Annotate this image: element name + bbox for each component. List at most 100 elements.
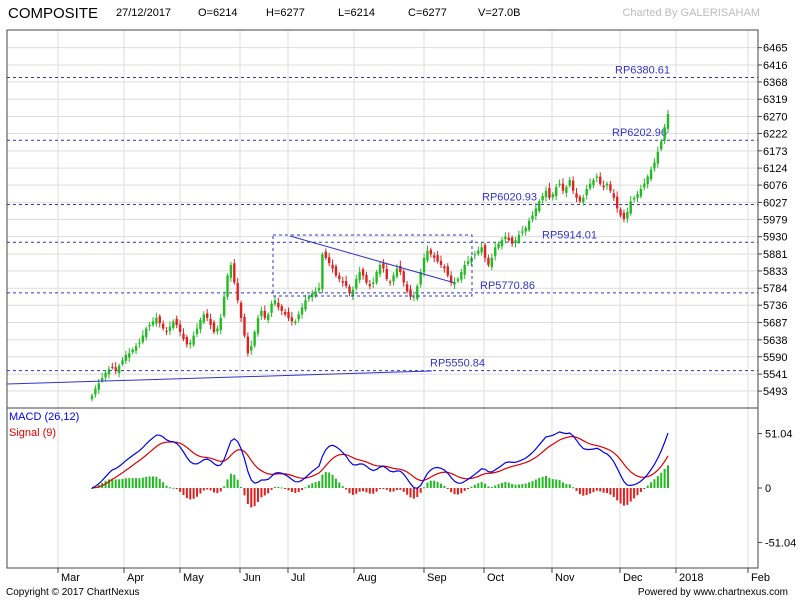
- macd-hist-bar: [450, 488, 453, 493]
- candle-body: [378, 264, 382, 275]
- macd-hist-bar: [382, 488, 385, 489]
- candle-body: [114, 367, 117, 371]
- macd-hist-bar: [284, 488, 287, 489]
- macd-hist-bar: [494, 485, 497, 488]
- x-tick-label: May: [183, 572, 204, 584]
- candle-body: [405, 284, 409, 292]
- macd-hist-bar: [199, 488, 202, 494]
- macd-hist-bar: [324, 472, 327, 488]
- candle-body: [155, 317, 158, 324]
- macd-hist-bar: [270, 488, 273, 490]
- macd-hist-bar: [226, 479, 229, 488]
- candle-body: [565, 187, 568, 193]
- macd-hist-bar: [636, 488, 639, 496]
- candle-body: [500, 240, 504, 247]
- candle-body: [141, 335, 145, 343]
- macd-hist-bar: [575, 488, 578, 491]
- y-tick-label: 5493: [763, 386, 787, 398]
- macd-hist-bar: [304, 487, 307, 489]
- candle-body: [287, 311, 290, 318]
- macd-hist-bar: [189, 488, 192, 500]
- macd-hist-bar: [253, 488, 256, 507]
- macd-hist-bar: [236, 479, 239, 488]
- macd-hist-bar: [368, 488, 371, 494]
- macd-hist-bar: [467, 488, 470, 489]
- x-tick-label: Nov: [555, 572, 575, 584]
- macd-hist-bar: [460, 488, 463, 494]
- macd-hist-bar: [307, 485, 310, 488]
- candle-body: [317, 287, 321, 291]
- candle-body: [656, 151, 660, 164]
- macd-hist-bar: [504, 481, 507, 488]
- candle-body: [466, 261, 470, 264]
- candle-body: [538, 201, 541, 212]
- macd-hist-bar: [229, 473, 232, 488]
- candle-body: [595, 176, 599, 179]
- macd-hist-bar: [175, 488, 178, 490]
- macd-hist-bar: [653, 479, 656, 488]
- macd-hist-bar: [185, 488, 188, 499]
- macd-hist-bar: [375, 488, 378, 492]
- x-tick-label: Oct: [487, 572, 504, 584]
- macd-hist-bar: [578, 488, 581, 495]
- macd-hist-bar: [463, 488, 466, 491]
- candle-body: [304, 300, 307, 310]
- candle-body: [514, 240, 517, 244]
- candle-body: [477, 250, 480, 254]
- candle-body: [426, 250, 429, 261]
- candle-body: [571, 180, 575, 191]
- macd-hist-bar: [477, 483, 480, 488]
- macd-hist-bar: [592, 488, 595, 493]
- candle-body: [639, 188, 643, 197]
- macd-hist-bar: [267, 488, 270, 494]
- candle-body: [324, 251, 327, 258]
- candle-body: [460, 271, 463, 280]
- y-tick-label: 5638: [763, 335, 787, 347]
- macd-hist-bar: [233, 474, 236, 488]
- candle-body: [355, 279, 358, 289]
- macd-hist-bar: [416, 488, 419, 497]
- macd-hist-bar: [358, 488, 361, 492]
- y-tick-label: 6270: [763, 112, 787, 124]
- macd-hist-bar: [423, 487, 426, 489]
- macd-hist-bar: [585, 488, 588, 496]
- candle-body: [649, 169, 653, 180]
- y-tick-label: 5881: [763, 249, 787, 261]
- candle-body: [111, 367, 114, 369]
- candle-body: [433, 255, 436, 258]
- macd-hist-bar: [446, 488, 449, 489]
- candle-body: [558, 183, 561, 186]
- candle-body: [100, 377, 104, 381]
- candle-body: [361, 269, 365, 276]
- macd-hist-bar: [212, 488, 215, 493]
- candle-body: [663, 127, 666, 141]
- y-tick-label: 5736: [763, 300, 787, 312]
- macd-hist-bar: [528, 482, 531, 488]
- macd-hist-bar: [484, 483, 487, 488]
- candle-body: [578, 196, 582, 202]
- macd-hist-bar: [406, 488, 409, 495]
- candle-body: [524, 227, 527, 232]
- macd-hist-bar: [517, 484, 520, 488]
- macd-hist-bar: [456, 488, 459, 495]
- candle-body: [243, 316, 246, 336]
- macd-hist-bar: [348, 488, 351, 494]
- macd-hist-bar: [480, 481, 483, 488]
- candle-body: [117, 365, 121, 374]
- y-tick-label: 5784: [763, 283, 787, 295]
- candle-body: [473, 254, 477, 256]
- x-tick-label: Apr: [127, 572, 144, 584]
- macd-legend: MACD (26,12): [9, 411, 79, 423]
- macd-hist-bar: [162, 482, 165, 488]
- candle-body: [246, 336, 250, 354]
- candle-body: [585, 188, 588, 196]
- macd-hist-bar: [534, 479, 537, 488]
- y-tick-label: 6368: [763, 77, 787, 89]
- y-tick-label: 6465: [763, 43, 787, 55]
- macd-hist-bar: [667, 465, 669, 488]
- macd-hist-bar: [314, 482, 317, 488]
- candle-body: [643, 183, 646, 188]
- macd-hist-bar: [318, 481, 321, 488]
- level-label: RP5914.01: [542, 229, 597, 241]
